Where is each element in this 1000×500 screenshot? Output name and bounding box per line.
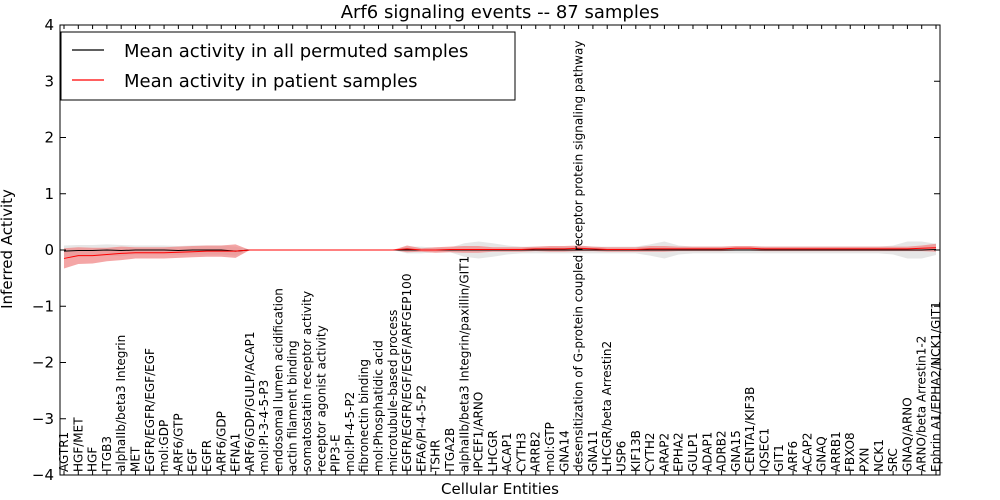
x-tick-label: ARF6/GDP [214, 411, 228, 472]
x-tick-label: fibronectin binding [357, 359, 371, 472]
legend-label-patient: Mean activity in patient samples [124, 71, 418, 92]
x-tick-label: mol:PI-3-4-5-P3 [257, 380, 271, 472]
x-tick-label: alphaIIb/beta3 Integrin [114, 335, 128, 472]
x-tick-label: actin filament binding [286, 340, 300, 472]
chart-title: Arf6 signaling events -- 87 samples [341, 2, 660, 23]
x-tick-label: PXN [858, 448, 872, 472]
x-tick-label: MET [128, 446, 142, 472]
x-tick-label: ARRB1 [829, 431, 843, 472]
x-axis-label: Cellular Entities [441, 480, 559, 498]
legend-box [60, 31, 516, 101]
x-tick-label: ITGA2B [443, 428, 457, 472]
y-tick-label: 4 [44, 16, 54, 34]
x-tick-label: ADRB2 [715, 430, 729, 472]
x-tick-label: USP6 [615, 441, 629, 472]
x-tick-label: GNAQ/ARNO [900, 397, 914, 472]
x-tick-label: KIF13B [629, 430, 643, 472]
x-tick-label: ACAP2 [800, 433, 814, 472]
x-tick-label: FBXO8 [843, 432, 857, 472]
x-tick-label: alphaIIb/beta3 Integrin/paxillin/GIT1 [457, 256, 471, 472]
x-tick-label: receptor agonist activity [314, 325, 328, 472]
x-tick-label: GIT1 [772, 444, 786, 472]
x-tick-label: HGF [86, 447, 100, 472]
x-tick-label: ARF6/GDP/GULP/ACAP1 [243, 332, 257, 472]
y-tick-label: −4 [32, 466, 54, 484]
x-tick-label: EGFR/EGFR/EGF/EGF/ARFGEP100 [400, 274, 414, 472]
x-tick-label: ARF6 [786, 441, 800, 472]
x-tick-label: EGFR [200, 440, 214, 472]
x-tick-label: somatostatin receptor activity [300, 291, 314, 472]
x-tick-label: IQSEC1 [757, 428, 771, 472]
x-tick-label: CENTA1/KIF3B [743, 387, 757, 472]
x-tick-label: NCK1 [872, 439, 886, 472]
x-tick-label: EFA6/PI-4-5-P2 [414, 385, 428, 472]
x-tick-label: mol:GTP [543, 422, 557, 472]
y-tick-label: 2 [44, 129, 54, 147]
y-tick-label: −1 [32, 297, 54, 315]
x-tick-label: ARRB2 [529, 431, 543, 472]
x-tick-label: desensitization of G-protein coupled rec… [572, 41, 586, 472]
x-tick-label: SRC [886, 448, 900, 472]
x-tick-label: EFNA1 [229, 433, 243, 472]
x-tick-label: PIP3-E [329, 434, 343, 472]
x-tick-label: CYTH2 [643, 433, 657, 473]
x-tick-label: GNA11 [586, 430, 600, 472]
x-tick-label: LHCGR [486, 430, 500, 472]
series-band-1 [64, 243, 936, 269]
x-tick-label: ARNO/beta Arrestin1-2 [915, 336, 929, 472]
x-tick-label: TSHR [429, 440, 443, 473]
series-line-1 [63, 247, 937, 259]
x-tick-label: IPCEF1/ARNO [472, 392, 486, 472]
y-ticks: −4 −3 −2 −1 0 1 2 3 4 [32, 16, 940, 484]
series-lines [63, 247, 937, 259]
x-tick-label: ACAP1 [500, 433, 514, 472]
x-tick-label: microtubule-based process [386, 310, 400, 472]
y-tick-label: 0 [44, 241, 54, 259]
x-tick-label: mol:Phosphatidic acid [371, 340, 385, 472]
y-tick-label: 3 [44, 72, 54, 90]
y-tick-label: −3 [32, 410, 54, 428]
x-tick-label: mol:PI-4-5-P2 [343, 392, 357, 472]
legend-label-permuted: Mean activity in all permuted samples [124, 41, 468, 62]
x-tick-label: EGF [186, 448, 200, 472]
x-tick-label: EGFR/EGFR/EGF/EGF [143, 348, 157, 472]
x-tick-label: Ephrin A1/EPHA2/NCK1/GIT1 [929, 301, 943, 472]
plot-frame [59, 24, 941, 476]
y-tick-label: 1 [44, 185, 54, 203]
x-tick-label: endosomal lumen acidification [271, 288, 285, 472]
x-tick-label: ARAP2 [657, 433, 671, 472]
x-tick-label: GNAQ [815, 436, 829, 472]
y-tick-label: −2 [32, 354, 54, 372]
confidence-bands [64, 241, 936, 269]
x-tick-label: HGF/MET [71, 417, 85, 472]
x-tick-labels: AGTR1 HGF/MET HGF ITGB3 alphaIIb/beta3 Integ… [57, 25, 943, 475]
x-tick-label: AGTR1 [57, 432, 71, 472]
x-tick-label: ARF6/GTP [171, 413, 185, 472]
series-line-0 [63, 248, 937, 252]
x-tick-label: ITGB3 [100, 436, 114, 472]
x-tick-label: ADAP1 [700, 432, 714, 472]
y-axis-label: Inferred Activity [0, 189, 16, 309]
x-tick-label: LHCGR/beta Arrestin2 [600, 341, 614, 472]
x-tick-label: GNA15 [729, 430, 743, 472]
x-tick-label: EPHA2 [672, 432, 686, 472]
x-tick-label: GNA14 [557, 430, 571, 472]
x-tick-label: mol:GDP [157, 420, 171, 472]
x-tick-label: GULP1 [686, 432, 700, 472]
legend: Mean activity in all permuted samples Me… [60, 31, 516, 101]
x-tick-label: CYTH3 [514, 433, 528, 473]
